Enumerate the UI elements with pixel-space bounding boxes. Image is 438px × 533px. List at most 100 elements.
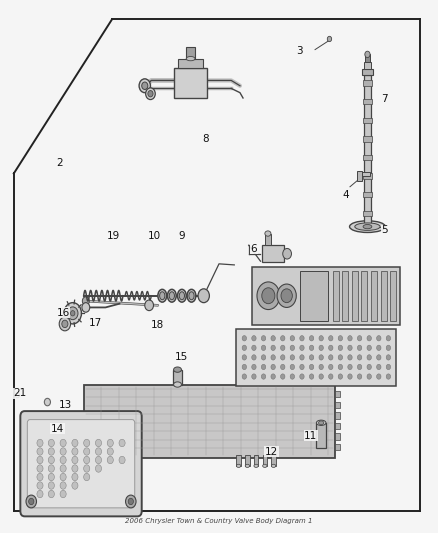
Circle shape xyxy=(48,473,54,481)
Circle shape xyxy=(377,365,381,369)
Circle shape xyxy=(367,365,371,369)
Circle shape xyxy=(281,289,292,303)
Circle shape xyxy=(72,465,78,472)
Ellipse shape xyxy=(186,56,195,61)
Circle shape xyxy=(252,336,256,341)
Circle shape xyxy=(95,465,102,472)
Circle shape xyxy=(60,490,66,498)
Circle shape xyxy=(290,365,294,369)
Circle shape xyxy=(60,473,66,481)
Circle shape xyxy=(309,355,314,360)
Circle shape xyxy=(60,482,66,489)
Text: 11: 11 xyxy=(304,431,317,441)
Circle shape xyxy=(62,320,68,328)
Circle shape xyxy=(377,345,381,351)
Circle shape xyxy=(377,374,381,379)
Circle shape xyxy=(309,345,314,351)
Circle shape xyxy=(198,289,209,303)
Circle shape xyxy=(139,79,150,93)
Bar xyxy=(358,172,370,176)
Bar xyxy=(363,192,372,197)
Text: 15: 15 xyxy=(175,352,188,362)
Circle shape xyxy=(319,345,323,351)
Circle shape xyxy=(271,345,276,351)
Text: 5: 5 xyxy=(381,225,388,236)
Bar xyxy=(245,455,250,466)
Text: 6: 6 xyxy=(251,244,257,254)
Circle shape xyxy=(128,498,134,505)
Circle shape xyxy=(242,345,247,351)
Ellipse shape xyxy=(272,464,276,467)
Text: 4: 4 xyxy=(343,190,349,200)
Bar xyxy=(173,369,182,384)
Circle shape xyxy=(37,490,43,498)
Ellipse shape xyxy=(363,224,372,229)
Text: 21: 21 xyxy=(13,388,26,398)
Ellipse shape xyxy=(355,223,380,230)
Circle shape xyxy=(271,355,276,360)
Ellipse shape xyxy=(318,421,324,425)
Circle shape xyxy=(60,439,66,447)
Ellipse shape xyxy=(177,289,186,302)
Circle shape xyxy=(37,473,43,481)
Circle shape xyxy=(261,365,266,369)
Circle shape xyxy=(64,303,81,324)
Circle shape xyxy=(367,345,371,351)
Circle shape xyxy=(72,439,78,447)
Circle shape xyxy=(37,465,43,472)
Circle shape xyxy=(300,345,304,351)
Bar xyxy=(342,271,348,321)
Circle shape xyxy=(367,374,371,379)
Circle shape xyxy=(95,456,102,464)
Bar xyxy=(262,245,284,262)
Circle shape xyxy=(82,297,89,305)
Circle shape xyxy=(72,482,78,489)
Circle shape xyxy=(367,336,371,341)
Bar xyxy=(381,271,387,321)
Circle shape xyxy=(37,482,43,489)
Bar xyxy=(335,433,340,440)
Ellipse shape xyxy=(254,464,258,467)
Circle shape xyxy=(84,439,90,447)
Circle shape xyxy=(357,355,362,360)
Circle shape xyxy=(48,490,54,498)
Circle shape xyxy=(48,439,54,447)
Circle shape xyxy=(261,345,266,351)
Circle shape xyxy=(309,365,314,369)
Circle shape xyxy=(59,317,71,331)
Circle shape xyxy=(386,374,391,379)
Circle shape xyxy=(145,300,153,311)
Bar xyxy=(84,384,335,458)
Text: 3: 3 xyxy=(297,46,303,56)
Circle shape xyxy=(48,482,54,489)
Circle shape xyxy=(367,355,371,360)
Circle shape xyxy=(142,82,148,90)
Bar xyxy=(364,75,371,227)
Circle shape xyxy=(72,448,78,455)
Circle shape xyxy=(252,374,256,379)
Circle shape xyxy=(328,345,333,351)
Circle shape xyxy=(71,311,75,316)
Circle shape xyxy=(377,355,381,360)
Circle shape xyxy=(281,345,285,351)
Ellipse shape xyxy=(245,464,250,467)
Ellipse shape xyxy=(158,289,166,302)
Bar xyxy=(174,68,207,98)
Circle shape xyxy=(95,448,102,455)
FancyBboxPatch shape xyxy=(20,411,142,516)
Bar xyxy=(363,118,372,123)
Bar xyxy=(335,412,340,418)
Bar xyxy=(252,266,400,325)
Circle shape xyxy=(300,336,304,341)
FancyBboxPatch shape xyxy=(27,419,135,508)
Circle shape xyxy=(28,498,34,505)
Ellipse shape xyxy=(173,367,181,372)
Bar xyxy=(332,271,339,321)
Circle shape xyxy=(252,345,256,351)
Ellipse shape xyxy=(237,464,241,467)
Ellipse shape xyxy=(350,221,385,232)
Circle shape xyxy=(300,365,304,369)
Bar xyxy=(357,171,362,181)
Circle shape xyxy=(84,456,90,464)
Ellipse shape xyxy=(316,420,326,425)
